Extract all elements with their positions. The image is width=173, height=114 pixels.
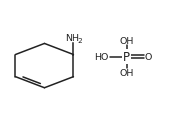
Text: P: P: [123, 51, 130, 63]
Text: O: O: [145, 53, 152, 61]
Text: HO: HO: [94, 53, 109, 61]
Text: OH: OH: [120, 69, 134, 78]
Text: OH: OH: [120, 36, 134, 45]
Text: NH: NH: [65, 34, 79, 43]
Text: 2: 2: [78, 38, 82, 44]
